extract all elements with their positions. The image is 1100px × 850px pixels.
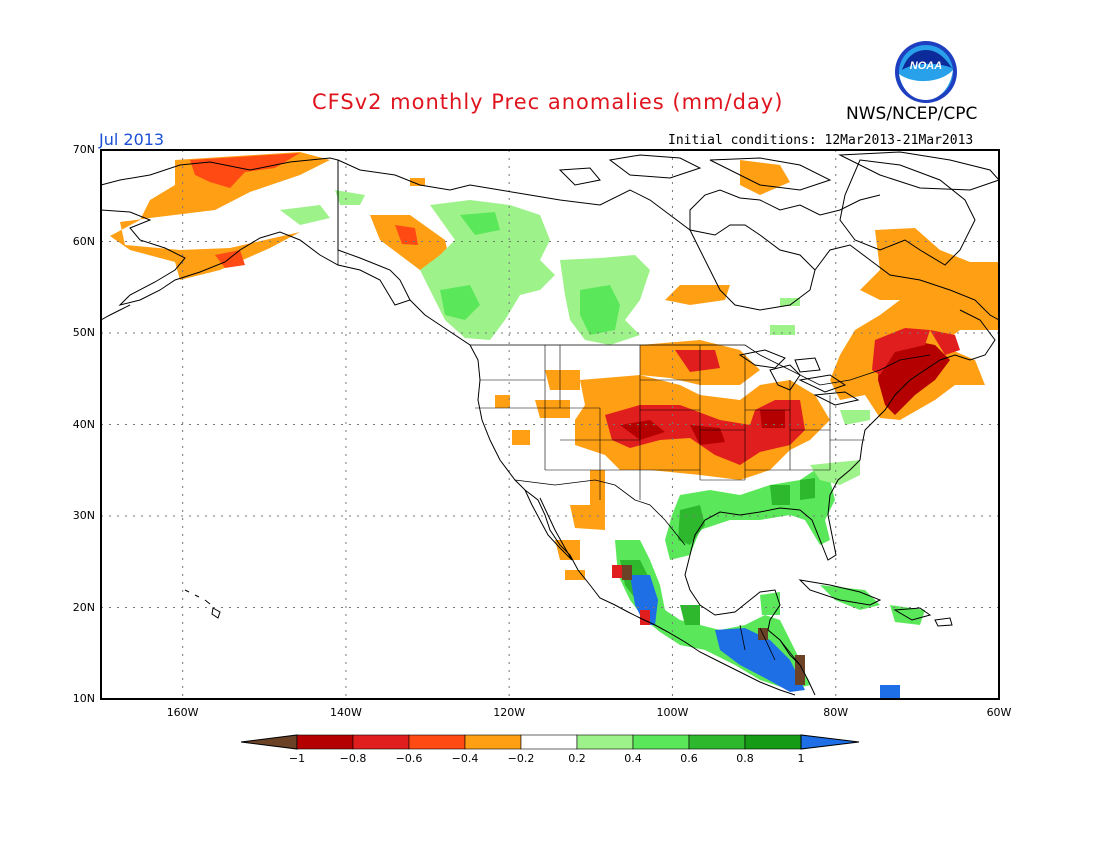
political-borders (337, 160, 931, 666)
coastline-arctic-canada (337, 159, 881, 231)
colorbar-tick-label: −0.4 (451, 752, 479, 765)
border-us-states (475, 345, 865, 500)
lon-label: 160W (166, 706, 199, 719)
anomaly-southeast-wet (810, 410, 870, 485)
colorbar-segment (576, 734, 634, 750)
colorbar-segment (296, 734, 354, 750)
agency-label: NWS/NCEP/CPC (846, 104, 978, 124)
anomaly-northeast-very-dry (872, 328, 960, 375)
colorbar-segment (632, 734, 690, 750)
colorbar-tick-label: 0.8 (736, 752, 754, 765)
border-us-mexico (514, 479, 686, 546)
colorbar-arrow-high (800, 734, 860, 750)
coastline-us-east (684, 359, 941, 696)
colorbar-segment (520, 734, 578, 750)
anomaly-prairies-wet-strong (580, 285, 620, 335)
colorbar-segment (408, 734, 466, 750)
colorbar-segment (352, 734, 410, 750)
coastline-hawaii (184, 589, 221, 619)
coastline-baja (524, 489, 573, 561)
colorbar-arrow-low (240, 734, 298, 750)
anomaly-midwest-extreme-dry (620, 410, 785, 445)
lon-label: 80W (823, 706, 849, 719)
anomaly-caribbean-wet (760, 585, 925, 625)
initial-conditions-label: Initial conditions: 12Mar2013-21Mar2013 (668, 133, 974, 148)
colorbar-tick-label: 1 (797, 752, 805, 765)
lat-label: 60N (72, 234, 95, 248)
anomaly-sw-dry (555, 470, 605, 580)
coastlines (100, 151, 1000, 696)
valid-month-label: Jul 2013 (99, 130, 165, 149)
lon-label: 60W (986, 706, 1012, 719)
colorbar-segment (464, 734, 522, 750)
anomaly-nwcanada-dry (370, 178, 450, 270)
anomaly-arctic-dry (665, 160, 790, 305)
coastline-us-west (409, 299, 796, 696)
colorbar-segment (744, 734, 802, 750)
coastline-aleutians (100, 304, 131, 321)
anomaly-alaska-very-dry (190, 153, 300, 268)
coastline-labrador (814, 244, 1000, 361)
lon-label: 120W (493, 706, 526, 719)
anomaly-gulf-wet (665, 470, 835, 560)
anomaly-shading (110, 152, 999, 699)
anomaly-gulf-wet-strong (678, 478, 815, 545)
border-central-america (739, 624, 801, 666)
coastline-hispaniola (893, 607, 953, 627)
coastline-greenland (839, 159, 976, 266)
colorbar-segment (688, 734, 746, 750)
anomaly-mexico-red (612, 565, 650, 625)
chart-title: CFSv2 monthly Prec anomalies (mm/day) (312, 90, 784, 114)
anomaly-westus-dry (495, 370, 580, 445)
coastline-hudson-bay (689, 224, 816, 311)
colorbar-tick-label: −0.6 (395, 752, 423, 765)
map-frame (100, 149, 1000, 700)
lat-label: 40N (72, 417, 95, 431)
lat-label: 30N (72, 509, 95, 522)
anomaly-bc-wet-strong (440, 212, 500, 320)
colorbar-tick-label: −0.8 (339, 752, 367, 765)
coastline-great-lakes (738, 349, 860, 406)
colorbar-tick-label: −1 (288, 752, 306, 765)
noaa-logo: NOAA (895, 41, 957, 103)
colorbar (240, 734, 860, 750)
logo-text: NOAA (910, 60, 942, 72)
colorbar-tick-label: 0.6 (680, 752, 698, 765)
lat-label: 70N (72, 143, 95, 156)
anomaly-mexico-extreme-wet (630, 575, 900, 699)
colorbar-tick-label: 0.2 (568, 752, 586, 765)
coastline-cuba (798, 579, 882, 606)
anomaly-nwcanada-very-dry (395, 225, 418, 245)
anomaly-nplains-very-dry (675, 350, 720, 372)
anomaly-eastcanada-dry (830, 228, 999, 420)
border-us-canada (470, 344, 931, 386)
lon-label: 140W (329, 706, 362, 719)
coastline-arctic-islands (558, 151, 1000, 191)
colorbar-tick-label: −0.2 (507, 752, 535, 765)
lon-label: 100W (656, 706, 689, 719)
colorbar-tick-label: 0.4 (624, 752, 642, 765)
lat-label: 50N (72, 326, 95, 339)
lat-label: 20N (72, 600, 95, 614)
coastline-alaska (100, 157, 411, 306)
graticule (101, 150, 999, 699)
lat-label: 10N (72, 692, 95, 705)
